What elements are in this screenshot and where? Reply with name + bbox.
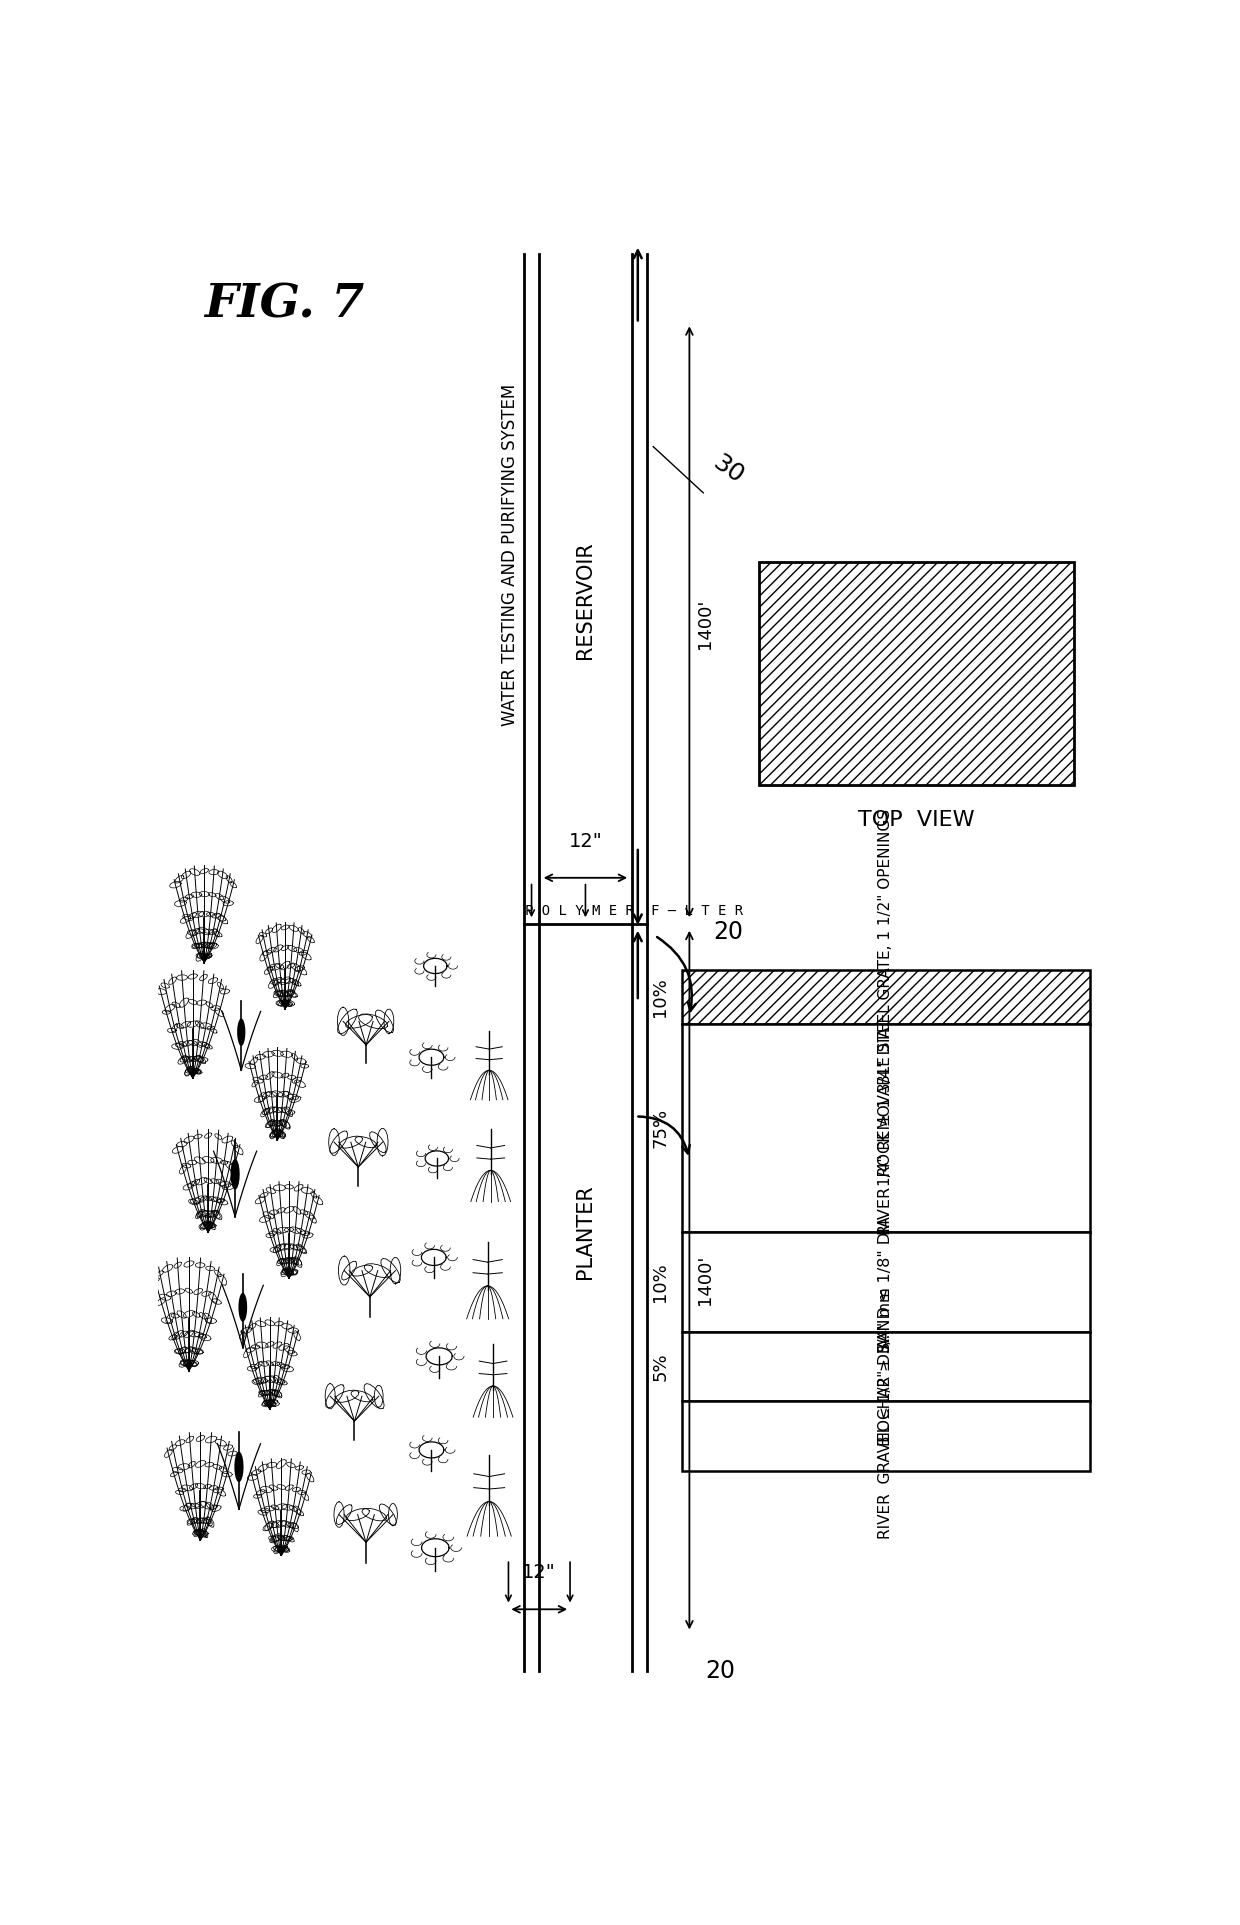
Polygon shape: [237, 1018, 246, 1045]
Text: 1400': 1400': [696, 1255, 713, 1305]
Text: TOP  VIEW: TOP VIEW: [858, 810, 975, 830]
Text: WATER TESTING AND PURIFYING SYSTEM: WATER TESTING AND PURIFYING SYSTEM: [501, 383, 520, 726]
Text: P O L Y M E R: P O L Y M E R: [526, 905, 635, 918]
Text: RIVER  GRAVEL ≤ 1/2" DIA.: RIVER GRAVEL ≤ 1/2" DIA.: [878, 1334, 893, 1538]
Polygon shape: [231, 1159, 239, 1190]
Text: PLANTER: PLANTER: [575, 1184, 595, 1280]
Text: 12": 12": [569, 832, 603, 851]
Text: 20: 20: [706, 1659, 735, 1682]
Text: 20: 20: [713, 920, 743, 943]
Text: SAND ≤ 1/8" DIA.: SAND ≤ 1/8" DIA.: [878, 1211, 893, 1353]
Text: RESERVOIR: RESERVOIR: [575, 541, 595, 660]
Text: 1400': 1400': [696, 599, 713, 649]
Text: FIG. 7: FIG. 7: [205, 281, 365, 327]
Text: 5%: 5%: [651, 1353, 670, 1380]
Text: F — L T E R: F — L T E R: [651, 905, 743, 918]
Bar: [682, 1332, 1090, 1401]
Bar: [682, 970, 1090, 1024]
Bar: [682, 1232, 1090, 1332]
Polygon shape: [234, 1451, 243, 1482]
Text: 30: 30: [708, 450, 749, 489]
Polygon shape: [238, 1294, 247, 1322]
Text: BIOCHAR ≥ 3/4" mm: BIOCHAR ≥ 3/4" mm: [878, 1288, 893, 1446]
Text: 12": 12": [522, 1563, 556, 1582]
Bar: [682, 1024, 1090, 1232]
Text: 10%: 10%: [651, 978, 670, 1016]
Text: RIVER  ROCK ≥ 1 3/4" DIA.: RIVER ROCK ≥ 1 3/4" DIA.: [878, 1022, 893, 1234]
Bar: [759, 562, 1074, 785]
Text: 10%: 10%: [651, 1263, 670, 1301]
Bar: [682, 1401, 1090, 1471]
Text: 1/4" REMOVABLE STEEL GRATE, 1 1/2" OPENINGS: 1/4" REMOVABLE STEEL GRATE, 1 1/2" OPENI…: [878, 808, 893, 1186]
Text: 75%: 75%: [651, 1109, 670, 1147]
